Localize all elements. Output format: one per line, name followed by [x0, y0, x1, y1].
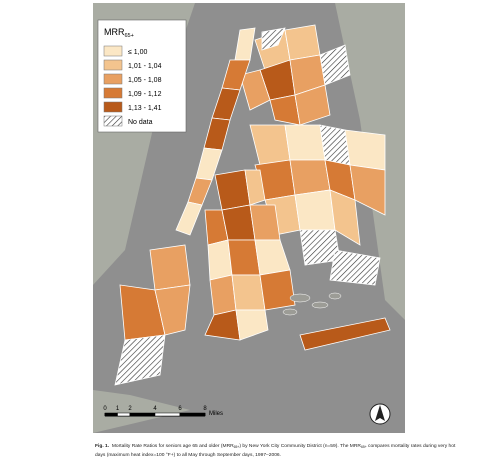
district: [349, 164, 386, 216]
caption-line: Fig. 1. Mortality Rate Ratios for senior…: [95, 443, 456, 449]
caption-subscript: 65+: [234, 445, 240, 449]
legend-label: 1,13 - 1,41: [128, 105, 162, 112]
north-arrow: [369, 403, 391, 425]
legend-title-main: MRR: [104, 27, 125, 37]
caption-text: days (maximum heat index=100 °F+) to all…: [95, 452, 281, 458]
district: [344, 129, 386, 171]
district: [319, 44, 351, 86]
district: [294, 189, 336, 231]
legend-label: No data: [128, 119, 153, 126]
caption-text: compares mortality rates during very hot: [367, 443, 456, 449]
scale-segment: [179, 412, 206, 417]
land: [93, 390, 190, 433]
scale-label: 1: [116, 406, 120, 412]
district: [284, 124, 326, 161]
district: [114, 334, 166, 386]
caption-text: Fig. 1.: [95, 443, 110, 449]
legend: ≤ 1,00 1,01 - 1,04 1,05 - 1,08 1,09 - 1,12 1…: [103, 45, 162, 127]
district: [149, 244, 191, 291]
district: [154, 284, 191, 336]
legend-label: 1,01 - 1,04: [128, 63, 162, 70]
legend-title: MRR65+: [104, 27, 134, 39]
district: [299, 317, 391, 351]
legend-swatch: [103, 101, 123, 113]
bay-islands: [282, 292, 342, 316]
scale-label: 4: [153, 406, 157, 412]
district: [231, 274, 266, 311]
scale-segment: [129, 412, 156, 417]
caption-subscript: 65+: [361, 445, 367, 449]
district: [259, 269, 296, 311]
caption: Fig. 1. Mortality Rate Ratios for senior…: [95, 443, 456, 458]
scale-label: 2: [128, 406, 132, 412]
legend-swatch: [103, 59, 123, 71]
district: [289, 159, 331, 196]
district: [244, 169, 266, 206]
scale-segment: [117, 412, 131, 417]
legend-label: ≤ 1,00: [128, 49, 148, 56]
district: [261, 27, 286, 51]
district: [175, 201, 203, 236]
legend-swatch: [103, 45, 123, 57]
legend-swatch: [103, 73, 123, 85]
district: [239, 69, 271, 111]
district: [221, 204, 256, 241]
legend-swatch: [103, 115, 123, 127]
scale-label: 6: [178, 406, 182, 412]
district: [227, 239, 261, 276]
district: [284, 24, 321, 61]
legend-swatch: [103, 87, 123, 99]
map: MRR65+ ≤ 1,00 1,01 - 1,04 1,05 - 1,08 1,09 …: [93, 3, 405, 433]
scale-unit: Miles: [209, 411, 223, 417]
caption-text: ) by New York City Community District (n…: [239, 443, 361, 449]
district: [294, 84, 331, 126]
scale-label: 0: [103, 406, 107, 412]
districts: [114, 24, 391, 386]
district: [329, 249, 381, 286]
scale-segment: [154, 412, 181, 417]
caption-text: Mortality Rate Ratios for seniors age 65…: [109, 443, 234, 449]
district: [249, 204, 281, 241]
district: [235, 309, 269, 341]
scale-label: 8: [203, 406, 207, 412]
scale-segment: [104, 412, 118, 417]
legend-title-sub: 65+: [125, 33, 134, 39]
legend-label: 1,09 - 1,12: [128, 91, 162, 98]
caption-line: days (maximum heat index=100 °F+) to all…: [95, 452, 281, 458]
district: [209, 274, 237, 316]
legend-label: 1,05 - 1,08: [128, 77, 162, 84]
district: [329, 189, 361, 246]
